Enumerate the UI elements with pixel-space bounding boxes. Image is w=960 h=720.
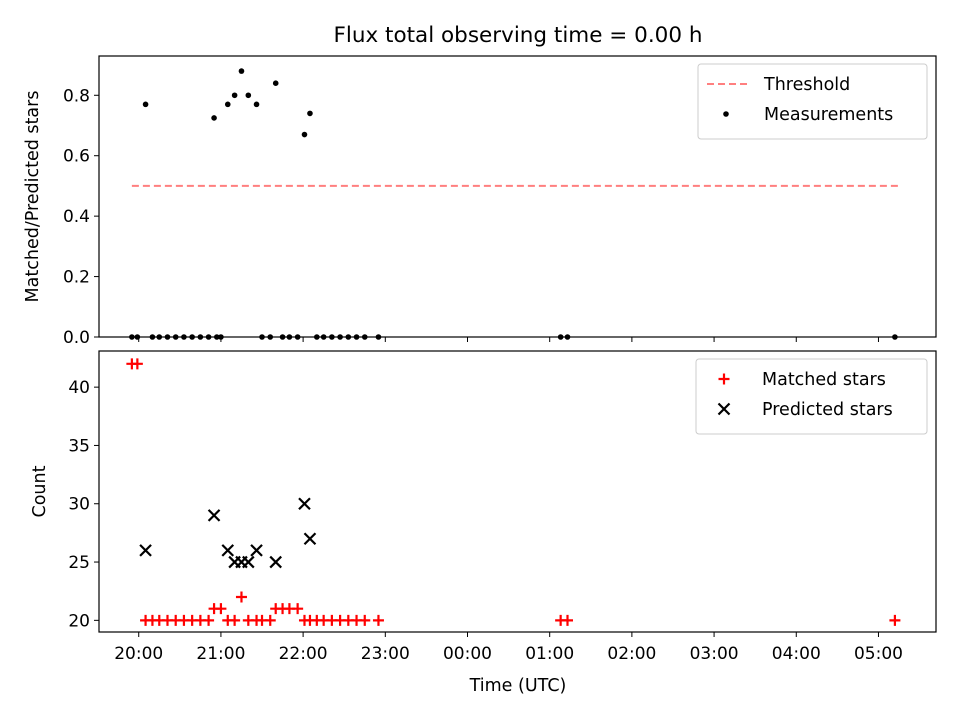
predicted-star-point [250,544,263,557]
legend: Threshold Measurements [697,63,928,140]
matched-star-point [292,603,304,615]
predicted-star-point [303,532,317,545]
measurement-point [253,101,260,108]
legend-label: Threshold [763,75,850,95]
measurement-point [142,101,149,108]
legend-box [697,63,928,140]
matched-star-point [562,614,574,626]
y-tick-label: 0.4 [63,207,90,227]
x-axis-label: Time (UTC) [469,676,567,696]
bottom-panel-counts: 20 25 30 35 40 Count 20:00 21:00 22:00 23:00 00:00… [30,350,937,664]
predicted-star-point [242,555,255,569]
matched-star-point [264,614,276,626]
axes-frame [98,55,937,338]
measurement-point [224,101,231,108]
matched-star-point [235,591,247,603]
axes-frame [98,350,937,633]
measurement-point [238,68,245,74]
legend-label: Measurements [764,105,893,125]
y-tick-label: 25 [68,553,90,573]
x-tick-label: 22:00 [279,644,328,664]
y-tick-label: 0.0 [63,328,90,348]
matched-star-point [372,614,384,626]
predicted-star-point [298,497,311,511]
figure-title: Flux total observing time = 0.00 h [334,23,703,48]
x-tick-label: 23:00 [361,644,410,664]
x-tick-label: 02:00 [607,644,656,664]
x-tick-label: 21:00 [196,644,245,664]
y-tick-label: 20 [68,611,90,631]
y-tick-label: 35 [68,436,90,456]
x-tick-label: 01:00 [525,644,574,664]
y-tick-label: 0.6 [63,147,90,167]
x-tick-label: 05:00 [854,644,903,664]
matched-star-point [203,614,215,626]
y-tick-label: 40 [68,378,90,398]
legend-label: Matched stars [762,370,886,390]
predicted-star-point [207,509,221,522]
measurement-point [301,131,308,138]
y-axis-label: Matched/Predicted stars [23,91,43,303]
legend-predicted-swatch [717,402,731,416]
matched-star-point [889,614,901,626]
matched-star-point [359,614,371,626]
legend-label: Predicted stars [762,400,893,420]
measurement-point [272,80,279,86]
x-tick-label: 03:00 [690,644,739,664]
matched-star-point [215,603,227,615]
measurement-point [307,110,313,117]
legend-matched-swatch [718,373,730,385]
x-tick-label: 20:00 [114,644,163,664]
predicted-star-point [221,544,235,557]
y-tick-label: 0.2 [63,268,90,288]
y-tick-label: 30 [68,495,90,515]
legend-measurement-swatch [723,111,729,117]
x-tick-label: 04:00 [772,644,821,664]
top-panel-ratio: 0.0 0.2 0.4 0.6 0.8 Matched/Predicted stars Th… [23,55,937,348]
y-axis-label: Count [30,465,50,517]
legend: Matched stars Predicted stars [695,358,928,435]
predicted-star-point [139,544,152,557]
measurement-point [231,92,238,99]
legend-box [695,358,928,435]
measurement-point [245,92,252,99]
y-tick-label: 0.8 [63,86,90,106]
predicted-star-point [269,555,282,569]
matched-star-point [131,358,143,370]
x-tick-label: 00:00 [443,644,492,664]
matched-star-point [229,614,241,626]
measurement-point [211,115,217,121]
